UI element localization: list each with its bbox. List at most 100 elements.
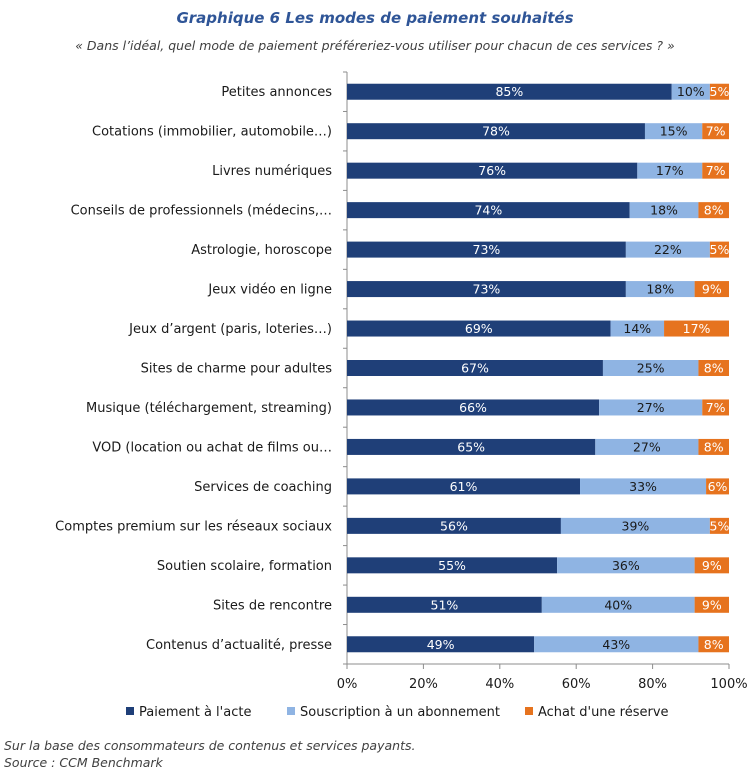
category-label: Jeux d’argent (paris, loteries…) bbox=[128, 322, 332, 337]
data-label: 33% bbox=[629, 479, 657, 494]
data-label: 9% bbox=[702, 282, 722, 297]
chart-title: Graphique 6 Les modes de paiement souhai… bbox=[176, 9, 574, 27]
data-label: 61% bbox=[450, 479, 478, 494]
bar-segment bbox=[610, 320, 665, 337]
footer-source: Source : CCM Benchmark bbox=[4, 755, 163, 770]
data-label: 18% bbox=[650, 203, 678, 218]
bar-segment bbox=[709, 241, 729, 258]
data-label: 78% bbox=[482, 124, 510, 139]
bar-segment bbox=[694, 596, 729, 613]
data-label: 40% bbox=[604, 597, 632, 612]
bar-segment bbox=[602, 360, 699, 376]
data-label: 49% bbox=[427, 637, 455, 652]
x-tick-label: 60% bbox=[562, 677, 591, 692]
legend-swatch bbox=[287, 707, 295, 715]
bar-segment bbox=[541, 596, 695, 613]
bar-segment bbox=[347, 202, 630, 219]
legend-label: Souscription à un abonnement bbox=[300, 705, 500, 720]
legend-label: Achat d'une réserve bbox=[538, 705, 669, 720]
bar-segment bbox=[698, 360, 729, 376]
bar-segment bbox=[347, 517, 561, 534]
data-label: 7% bbox=[706, 163, 726, 178]
data-label: 22% bbox=[654, 242, 682, 257]
bar-segment bbox=[534, 636, 699, 653]
x-tick-label: 100% bbox=[710, 677, 747, 692]
bar-segment bbox=[347, 438, 596, 455]
data-label: 69% bbox=[465, 321, 493, 336]
bar-segment bbox=[698, 438, 729, 455]
category-label: Contenus d’actualité, presse bbox=[146, 638, 332, 653]
category-label: Astrologie, horoscope bbox=[191, 243, 332, 258]
bar-segment bbox=[347, 557, 558, 574]
category-label: Livres numériques bbox=[212, 164, 332, 179]
data-label: 55% bbox=[438, 558, 466, 573]
bar-segment bbox=[347, 241, 626, 258]
bar-segment bbox=[347, 320, 611, 337]
data-label: 7% bbox=[706, 124, 726, 139]
data-label: 9% bbox=[702, 558, 722, 573]
x-tick-label: 80% bbox=[638, 677, 667, 692]
data-label: 14% bbox=[623, 321, 651, 336]
x-tick-label: 40% bbox=[485, 677, 514, 692]
category-label: Petites annonces bbox=[221, 85, 332, 100]
category-label: Cotations (immobilier, automobile…) bbox=[92, 125, 332, 140]
bar-segment bbox=[709, 517, 729, 534]
bar-segment bbox=[347, 636, 535, 653]
legend-swatch bbox=[525, 707, 533, 715]
data-label: 5% bbox=[710, 242, 730, 257]
category-label: Jeux vidéo en ligne bbox=[207, 283, 332, 298]
category-label: Sites de rencontre bbox=[213, 598, 332, 613]
bar-segment bbox=[702, 399, 729, 416]
legend-swatch bbox=[126, 707, 134, 715]
category-label: Sites de charme pour adultes bbox=[141, 362, 333, 377]
bar-segment bbox=[637, 162, 703, 179]
bar-segment bbox=[347, 162, 638, 179]
bar-segment bbox=[560, 517, 710, 534]
data-label: 18% bbox=[646, 282, 674, 297]
category-label: Musique (téléchargement, streaming) bbox=[86, 401, 332, 416]
data-label: 5% bbox=[710, 84, 730, 99]
data-label: 17% bbox=[656, 163, 684, 178]
data-label: 66% bbox=[459, 400, 487, 415]
data-label: 74% bbox=[474, 203, 502, 218]
bar-segment bbox=[698, 202, 729, 219]
bar-segment bbox=[347, 596, 542, 613]
data-label: 15% bbox=[660, 124, 688, 139]
bar-segment bbox=[347, 123, 645, 140]
x-tick-label: 0% bbox=[337, 677, 358, 692]
data-label: 8% bbox=[704, 439, 724, 454]
footer-note: Sur la base des consommateurs de contenu… bbox=[4, 738, 416, 753]
footer: Sur la base des consommateurs de contenu… bbox=[4, 737, 415, 771]
x-tick-label: 20% bbox=[409, 677, 438, 692]
legend-label: Paiement à l'acte bbox=[139, 705, 251, 720]
bar-segment bbox=[664, 320, 729, 337]
data-label: 17% bbox=[683, 321, 711, 336]
data-label: 85% bbox=[495, 84, 523, 99]
bar-segment bbox=[347, 281, 626, 298]
stacked-bar-chart: 0% 20% 40% 60% 80% 100% Petites annonces 85% 10%… bbox=[55, 71, 748, 720]
bar-segment bbox=[557, 557, 695, 574]
data-label: 51% bbox=[431, 597, 459, 612]
data-label: 10% bbox=[677, 84, 705, 99]
category-label: Services de coaching bbox=[194, 480, 332, 495]
bar-segment bbox=[709, 83, 729, 100]
category-label: Comptes premium sur les réseaux sociaux bbox=[55, 519, 332, 534]
bar-segment bbox=[595, 438, 699, 455]
bar-segment bbox=[702, 123, 729, 140]
bar-segment bbox=[644, 123, 703, 140]
data-label: 27% bbox=[633, 439, 661, 454]
bar-segment bbox=[347, 360, 603, 376]
category-label: Soutien scolaire, formation bbox=[157, 559, 332, 574]
chart-subtitle: « Dans l’idéal, quel mode de paiement pr… bbox=[75, 38, 675, 53]
data-label: 6% bbox=[708, 479, 728, 494]
data-label: 8% bbox=[704, 203, 724, 218]
data-label: 65% bbox=[457, 439, 485, 454]
bar-segment bbox=[625, 241, 710, 258]
data-label: 5% bbox=[710, 518, 730, 533]
bar-segment bbox=[702, 162, 729, 179]
bar-segment bbox=[599, 399, 703, 416]
data-label: 73% bbox=[473, 282, 501, 297]
category-label: Conseils de professionnels (médecins,… bbox=[71, 204, 332, 219]
bar-segment bbox=[625, 281, 695, 298]
data-label: 43% bbox=[602, 637, 630, 652]
